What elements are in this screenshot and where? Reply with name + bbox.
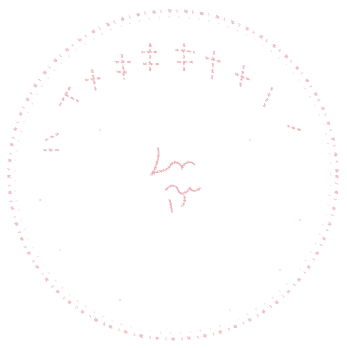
signature [149,147,201,213]
inner-ring [14,16,332,334]
faded-glyphs [43,43,301,151]
ink-specks [38,129,302,311]
outer-ring [7,9,339,341]
stamp-ink [7,9,339,341]
